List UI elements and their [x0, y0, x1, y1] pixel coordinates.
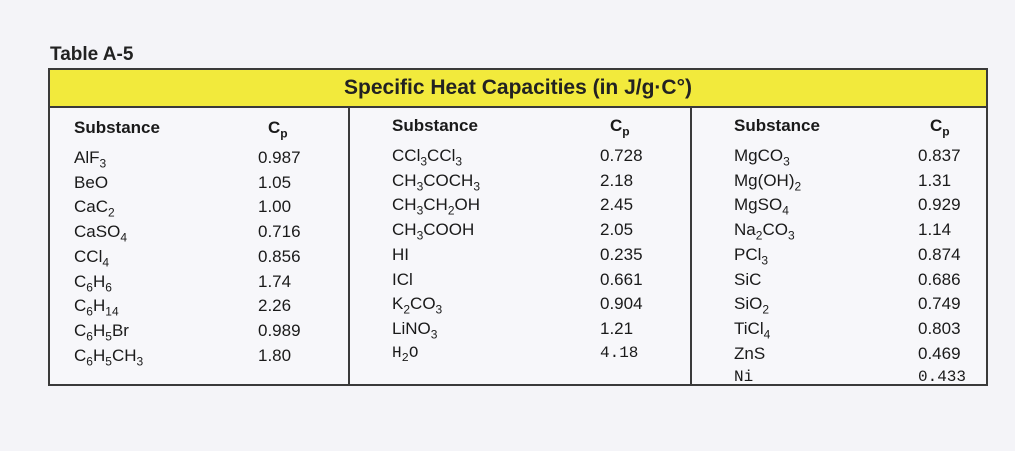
- header-substance: Substance: [392, 116, 478, 135]
- table-row: CCl4 0.856: [50, 247, 348, 271]
- substance-cell: HI: [392, 244, 410, 264]
- table-row: TiCl4 0.803: [690, 319, 986, 343]
- table-row: CCl3CCl3 0.728: [348, 146, 690, 170]
- substance-cell: CH3CH2OH: [392, 195, 481, 218]
- cp-cell: 1.05: [258, 172, 292, 192]
- table-row: CH3COOH 2.05: [348, 220, 690, 244]
- cp-cell: 1.80: [258, 345, 292, 365]
- substance-cell: MgSO4: [734, 195, 789, 218]
- cp-cell: 2.18: [600, 170, 634, 190]
- table-row: CH3CH2OH 2.45: [348, 195, 690, 219]
- table-row: Ni 0.433: [690, 368, 986, 392]
- cp-cell: 1.31: [918, 170, 952, 190]
- substance-cell: PCl3: [734, 244, 769, 268]
- substance-cell: TiCl4: [734, 318, 771, 342]
- cp-cell: 0.987: [258, 148, 301, 167]
- substance-cell: SiC: [734, 269, 762, 289]
- cp-cell: 0.904: [600, 294, 643, 314]
- substance-cell: K2CO3: [392, 294, 443, 317]
- header-substance: Substance: [74, 118, 160, 137]
- cp-cell: 0.837: [918, 146, 961, 165]
- substance-cell: C6H14: [74, 296, 119, 319]
- cp-cell: 0.728: [600, 146, 643, 165]
- table-row: ZnS 0.469: [690, 344, 986, 368]
- table-row: H2O 4.18: [348, 344, 690, 368]
- table-title: Specific Heat Capacities (in J/g·C°): [50, 70, 986, 108]
- substance-cell: CaSO4: [74, 222, 128, 245]
- table-row: C6H5Br 0.989: [50, 321, 348, 345]
- substance-cell: AlF3: [74, 148, 107, 171]
- cp-cell: 0.989: [258, 320, 301, 340]
- cp-cell: 0.433: [918, 368, 967, 387]
- table-label: Table A-5: [50, 44, 134, 65]
- table-row: HI 0.235: [348, 245, 690, 269]
- substance-cell: BeO: [74, 172, 109, 192]
- cp-cell: 0.235: [600, 244, 643, 264]
- cp-cell: 0.661: [600, 269, 643, 289]
- table-row: C6H14 2.26: [50, 296, 348, 320]
- substance-cell: Ni: [734, 368, 754, 387]
- substance-cell: CCl3CCl3: [392, 146, 463, 169]
- cp-cell: 1.21: [600, 318, 634, 338]
- table-row: SiC 0.686: [690, 270, 986, 294]
- substance-cell: ZnS: [734, 343, 766, 363]
- table-row: Mg(OH)2 1.31: [690, 171, 986, 195]
- cp-cell: 0.874: [918, 244, 961, 264]
- table-row: CH3COCH3 2.18: [348, 171, 690, 195]
- table-row: CaC2 1.00: [50, 197, 348, 221]
- table-row: C6H6 1.74: [50, 272, 348, 296]
- substance-cell: C6H6: [74, 271, 112, 294]
- table-row: K2CO3 0.904: [348, 294, 690, 318]
- cp-cell: 0.856: [258, 246, 301, 266]
- substance-cell: H2O: [392, 343, 419, 365]
- cp-cell: 0.929: [918, 195, 961, 215]
- table-row: MgCO3 0.837: [690, 146, 986, 170]
- header-cp: Cp: [930, 116, 950, 139]
- cp-cell: 1.14: [918, 220, 952, 240]
- cp-cell: 0.469: [918, 343, 961, 363]
- cp-cell: 2.45: [600, 195, 634, 215]
- table-row: Na2CO3 1.14: [690, 220, 986, 244]
- cp-cell: 1.00: [258, 197, 292, 217]
- cp-cell: 0.716: [258, 222, 301, 242]
- table-row: CaSO4 0.716: [50, 222, 348, 246]
- substance-cell: CaC2: [74, 197, 115, 220]
- table-row: LiNO3 1.21: [348, 319, 690, 343]
- table-column-1: Substance Cp AlF3 0.987 BeO 1.05 CaC2 1.00 CaSO4…: [50, 108, 350, 384]
- substance-cell: SiO2: [734, 294, 770, 317]
- substance-cell: Mg(OH)2: [734, 170, 802, 194]
- table-row: AlF3 0.987: [50, 148, 348, 172]
- table-row: MgSO4 0.929: [690, 195, 986, 219]
- cp-cell: 0.749: [918, 294, 961, 314]
- cp-cell: 0.686: [918, 269, 961, 289]
- table-column-2: Substance Cp CCl3CCl3 0.728 CH3COCH3 2.18 CH3C…: [348, 108, 692, 384]
- substance-cell: MgCO3: [734, 146, 790, 169]
- table-column-3: Substance Cp MgCO3 0.837 Mg(OH)2 1.31 MgSO4 0.9…: [690, 108, 986, 386]
- header-substance: Substance: [734, 116, 820, 135]
- table-row: SiO2 0.749: [690, 294, 986, 318]
- table-row: BeO 1.05: [50, 173, 348, 197]
- substance-cell: LiNO3: [392, 318, 438, 342]
- table-row: ICl 0.661: [348, 270, 690, 294]
- substance-cell: ICl: [392, 269, 413, 289]
- substance-cell: CCl4: [74, 246, 110, 270]
- header-cp: Cp: [268, 118, 288, 141]
- substance-cell: Na2CO3: [734, 220, 795, 243]
- header-cp: Cp: [610, 116, 630, 139]
- specific-heat-table: Specific Heat Capacities (in J/g·C°) Sub…: [48, 68, 988, 386]
- cp-cell: 1.74: [258, 271, 292, 291]
- table-row: C6H5CH3 1.80: [50, 346, 348, 370]
- cp-cell: 2.05: [600, 220, 634, 240]
- cp-cell: 4.18: [600, 343, 639, 362]
- substance-cell: CH3COCH3: [392, 170, 481, 194]
- cp-cell: 2.26: [258, 296, 292, 316]
- table-row: PCl3 0.874: [690, 245, 986, 269]
- substance-cell: C6H5CH3: [74, 345, 144, 368]
- cp-cell: 0.803: [918, 318, 961, 338]
- substance-cell: CH3COOH: [392, 220, 475, 243]
- substance-cell: C6H5Br: [74, 320, 129, 344]
